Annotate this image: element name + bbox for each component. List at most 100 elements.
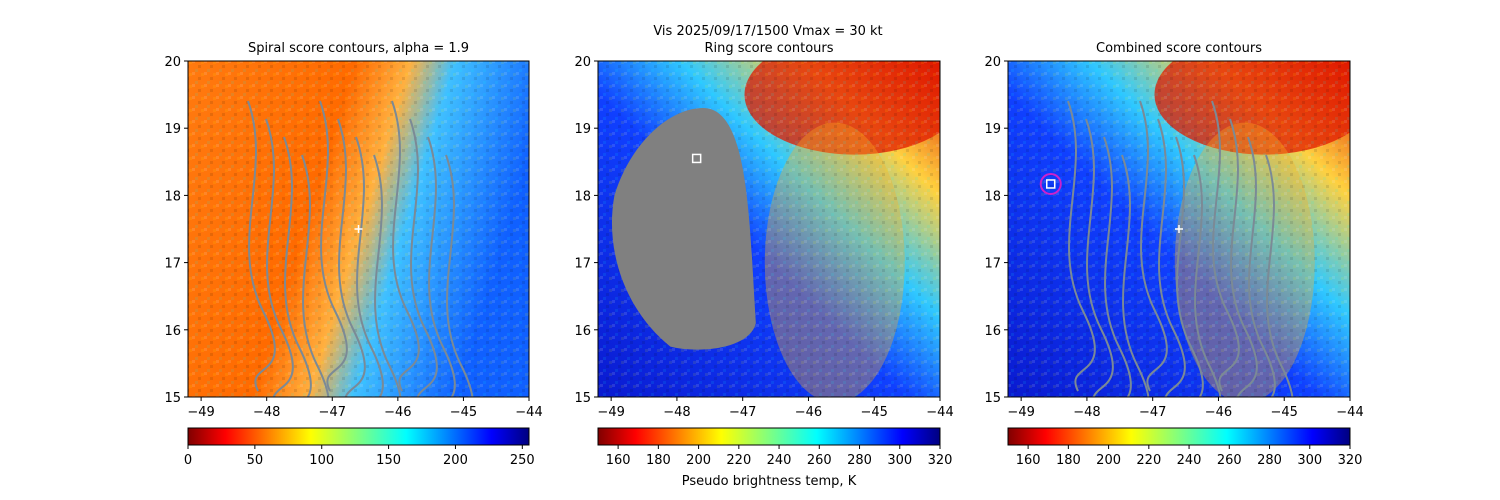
- colorbar-tick-label: 260: [807, 453, 832, 468]
- y-tick-label: 15: [574, 391, 591, 406]
- colorbar-label: Pseudo brightness temp, K: [682, 474, 857, 489]
- colorbar-tick-label: 180: [1056, 453, 1081, 468]
- square-marker: [1046, 179, 1056, 189]
- panel-2: Ring score contours −49 −48 −47 −46 −45 −44 15 1…: [574, 41, 953, 489]
- contour-line: [1157, 118, 1186, 397]
- contour-line: [1085, 118, 1114, 397]
- y-tick-label: 17: [984, 257, 1001, 272]
- contour-line: [283, 136, 312, 397]
- x-tick-label: −49: [597, 405, 624, 420]
- heatmap-image: [1008, 61, 1350, 397]
- colorbar-tick-label: 0: [184, 453, 192, 468]
- colorbar-tick-label: 200: [686, 453, 711, 468]
- colorbar-tick-label: 220: [726, 453, 751, 468]
- contour-line: [1139, 100, 1168, 392]
- axes-frame: [1007, 60, 1351, 398]
- colorbar-tick-label: 300: [887, 453, 912, 468]
- panel-3: Combined score contours −49 −48 −47 −46 −45 −4…: [984, 41, 1363, 468]
- axes-frame: [597, 60, 941, 398]
- y-tick-label: 15: [164, 391, 181, 406]
- colorbar-tick-label: 180: [646, 453, 671, 468]
- panel-title: Ring score contours: [704, 41, 833, 56]
- heatmap-image: [598, 61, 940, 397]
- colorbar: [597, 427, 941, 446]
- contour-line: [1067, 100, 1096, 392]
- y-tick-label: 20: [574, 55, 591, 70]
- colorbar-tick-label: 200: [1096, 453, 1121, 468]
- panel-title: Spiral score contours, alpha = 1.9: [248, 41, 469, 56]
- colorbar-tick-label: 150: [376, 453, 401, 468]
- colorbar-tick-label: 200: [443, 453, 468, 468]
- x-tick-label: −49: [187, 405, 214, 420]
- y-tick-label: 17: [574, 257, 591, 272]
- contour-line: [391, 100, 420, 392]
- contour-line: [1175, 136, 1204, 397]
- contour-line: [265, 118, 294, 397]
- colorbar-tick-label: 240: [767, 453, 792, 468]
- colorbar-tick-label: 260: [1217, 453, 1242, 468]
- x-tick-label: −48: [1073, 405, 1100, 420]
- y-tick-label: 18: [574, 189, 591, 204]
- y-tick-label: 20: [164, 55, 181, 70]
- y-tick-label: 19: [574, 122, 591, 137]
- colorbar-tick-label: 160: [1016, 453, 1041, 468]
- candidate-circle: [1039, 172, 1062, 195]
- colorbar-tick-label: 100: [309, 453, 334, 468]
- x-tick-label: −45: [1271, 405, 1298, 420]
- contour-line: [1247, 136, 1276, 397]
- x-tick-label: −46: [1205, 405, 1232, 420]
- y-tick-label: 16: [574, 324, 591, 339]
- x-tick-label: −46: [384, 405, 411, 420]
- colorbar-tick-label: 220: [1136, 453, 1161, 468]
- y-tick-label: 18: [164, 189, 181, 204]
- colorbar-tick-label: 160: [606, 453, 631, 468]
- x-tick-label: −47: [1139, 405, 1166, 420]
- panel-title: Combined score contours: [1096, 41, 1262, 56]
- contour-line: [445, 154, 474, 397]
- contour-line: [319, 100, 348, 392]
- contour-line: [1229, 118, 1258, 397]
- colorbar-tick-label: 300: [1297, 453, 1322, 468]
- masked-region: [611, 108, 756, 350]
- contour-lines: [1067, 100, 1294, 397]
- colorbar-tick-label: 50: [247, 453, 264, 468]
- colorbar: [187, 427, 530, 446]
- center-plus-marker: [1175, 225, 1183, 233]
- contour-line: [301, 154, 330, 397]
- contour-line: [247, 100, 276, 392]
- x-tick-label: −49: [1007, 405, 1034, 420]
- contour-line: [409, 118, 438, 397]
- x-tick-label: −47: [319, 405, 346, 420]
- y-tick-label: 19: [984, 122, 1001, 137]
- y-tick-label: 19: [164, 122, 181, 137]
- colorbar-tick-label: 320: [928, 453, 953, 468]
- axes-frame: [187, 60, 530, 398]
- x-tick-label: −44: [1336, 405, 1363, 420]
- x-tick-label: −45: [861, 405, 888, 420]
- x-tick-label: −48: [663, 405, 690, 420]
- y-tick-label: 20: [984, 55, 1001, 70]
- x-tick-label: −48: [253, 405, 280, 420]
- contour-line: [337, 118, 366, 397]
- contour-line: [373, 154, 402, 397]
- colorbar: [1007, 427, 1351, 446]
- square-marker: [691, 153, 702, 164]
- contour-line: [1193, 154, 1222, 397]
- contour-line: [427, 136, 456, 397]
- figure-suptitle: Vis 2025/09/17/1500 Vmax = 30 kt: [653, 24, 882, 39]
- x-tick-label: −46: [795, 405, 822, 420]
- x-tick-label: −45: [450, 405, 477, 420]
- contour-lines: [247, 100, 474, 397]
- x-tick-label: −47: [729, 405, 756, 420]
- contour-line: [1265, 154, 1294, 397]
- center-plus-marker: [354, 225, 363, 233]
- colorbar-tick-label: 280: [1257, 453, 1282, 468]
- heatmap-image: [188, 61, 529, 397]
- colorbar-tick-label: 250: [510, 453, 535, 468]
- contour-line: [1211, 100, 1240, 392]
- y-tick-label: 16: [164, 324, 181, 339]
- y-tick-label: 16: [984, 324, 1001, 339]
- panel-1: Spiral score contours, alpha = 1.9 −49 −48…: [164, 41, 542, 468]
- colorbar-tick-label: 320: [1338, 453, 1363, 468]
